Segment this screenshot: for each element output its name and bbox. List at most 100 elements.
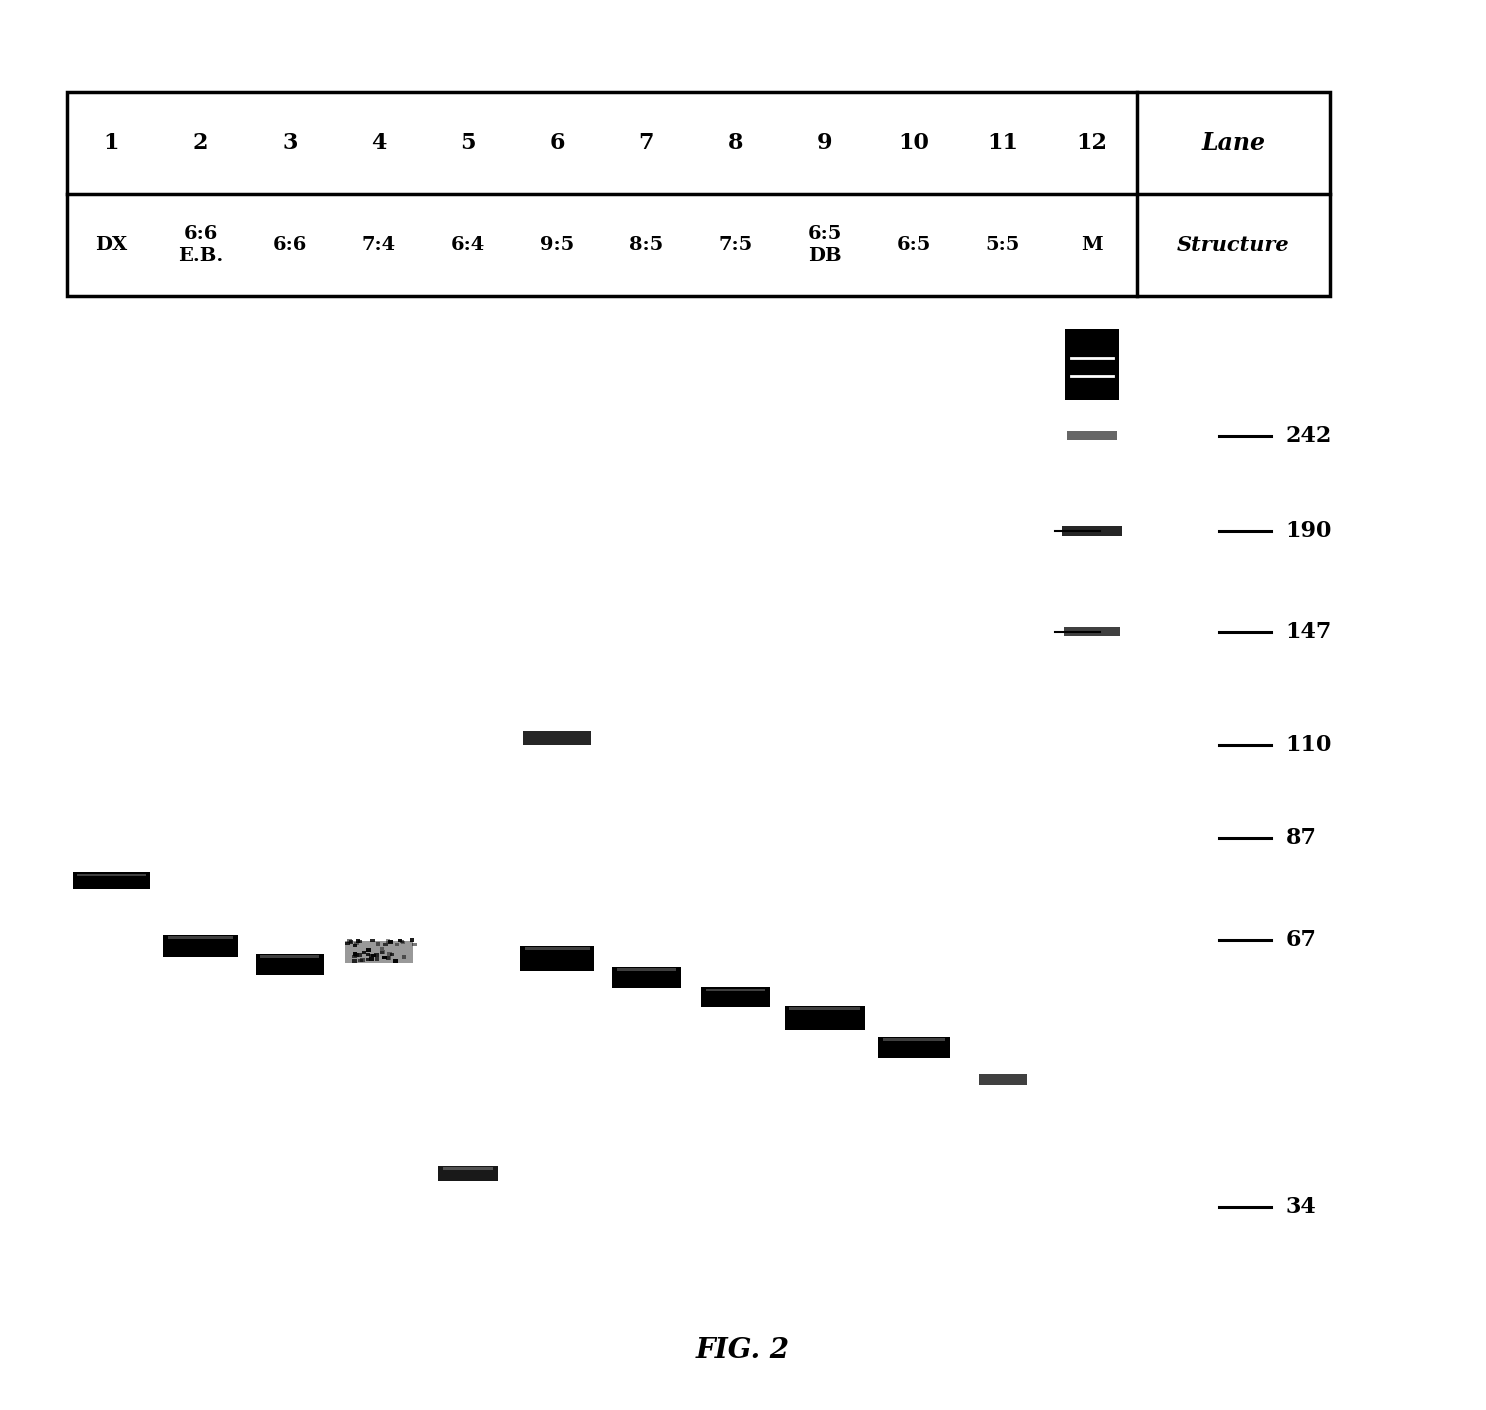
Bar <box>369 957 373 960</box>
Bar <box>443 1167 493 1170</box>
Bar <box>345 942 349 945</box>
Bar <box>379 950 383 955</box>
Text: 7:4: 7:4 <box>363 235 395 254</box>
Bar <box>366 953 370 956</box>
Bar <box>525 948 590 950</box>
Text: 6: 6 <box>550 131 565 154</box>
Bar <box>400 939 404 943</box>
Bar <box>67 92 1330 296</box>
Bar <box>389 953 394 956</box>
Text: 110: 110 <box>1285 735 1331 757</box>
Bar <box>388 940 392 943</box>
Bar <box>354 942 358 945</box>
Bar <box>345 940 413 963</box>
Bar <box>520 946 594 971</box>
Text: 6:5
DB: 6:5 DB <box>807 224 843 265</box>
Text: 2: 2 <box>193 131 208 154</box>
Text: 3: 3 <box>282 131 297 154</box>
Bar <box>372 953 376 957</box>
Text: 9: 9 <box>817 131 832 154</box>
Bar <box>374 957 379 960</box>
Text: 6:4: 6:4 <box>450 235 486 254</box>
Text: 242: 242 <box>1285 424 1331 447</box>
Text: 6:6: 6:6 <box>272 235 308 254</box>
Bar <box>355 939 360 942</box>
Bar <box>386 956 391 960</box>
Bar <box>1065 330 1119 400</box>
Text: 8: 8 <box>728 131 743 154</box>
Text: 5: 5 <box>461 131 476 154</box>
Bar <box>366 949 370 952</box>
Bar <box>789 1007 860 1010</box>
Bar <box>878 1036 950 1058</box>
Bar <box>168 936 233 939</box>
Bar <box>354 953 358 957</box>
Bar <box>380 950 385 953</box>
Bar <box>612 967 681 988</box>
Bar <box>361 950 366 955</box>
Bar <box>358 940 363 943</box>
Bar <box>380 946 385 950</box>
Bar <box>394 959 398 963</box>
Bar <box>401 940 406 945</box>
Bar <box>386 939 391 943</box>
Text: 4: 4 <box>372 131 386 154</box>
Text: Structure: Structure <box>1177 235 1290 255</box>
Bar <box>358 959 363 963</box>
Text: 190: 190 <box>1285 520 1331 541</box>
Bar <box>352 959 357 963</box>
Text: 1: 1 <box>104 131 119 154</box>
Text: 9:5: 9:5 <box>539 235 575 254</box>
Text: M: M <box>1082 235 1103 254</box>
Bar <box>1064 627 1120 636</box>
Text: Lane: Lane <box>1201 131 1266 155</box>
Bar <box>354 952 358 956</box>
Bar <box>523 732 591 746</box>
Bar <box>1062 526 1122 536</box>
Bar <box>376 942 380 946</box>
Bar <box>395 942 400 946</box>
Bar <box>354 943 358 948</box>
Text: 67: 67 <box>1285 929 1317 952</box>
Bar <box>361 959 366 962</box>
Bar <box>617 969 676 971</box>
Text: 5:5: 5:5 <box>985 235 1021 254</box>
Bar <box>383 942 388 946</box>
Bar <box>369 953 373 957</box>
Bar <box>163 935 238 957</box>
Bar <box>785 1005 865 1029</box>
Text: 10: 10 <box>899 131 929 154</box>
Bar <box>401 955 406 959</box>
Text: 8:5: 8:5 <box>629 235 664 254</box>
Text: DX: DX <box>95 235 128 254</box>
Bar <box>1067 431 1117 440</box>
Text: FIG. 2: FIG. 2 <box>695 1337 791 1365</box>
Bar <box>256 955 324 976</box>
Bar <box>706 988 765 991</box>
Text: 7:5: 7:5 <box>718 235 753 254</box>
Text: 12: 12 <box>1077 131 1107 154</box>
Bar <box>438 1166 498 1182</box>
Bar <box>73 873 150 890</box>
Bar <box>349 940 354 943</box>
Text: 34: 34 <box>1285 1196 1317 1218</box>
Bar <box>260 956 319 959</box>
Text: 147: 147 <box>1285 620 1331 643</box>
Text: 7: 7 <box>639 131 654 154</box>
Bar <box>352 955 357 959</box>
Bar <box>412 942 416 946</box>
Bar <box>366 957 370 962</box>
Bar <box>388 953 392 956</box>
Bar <box>348 939 352 943</box>
Bar <box>382 956 386 959</box>
Text: 6:5: 6:5 <box>896 235 932 254</box>
Bar <box>77 874 146 877</box>
Bar <box>398 939 403 942</box>
Bar <box>374 953 379 957</box>
Bar <box>701 987 770 1007</box>
Bar <box>883 1038 945 1041</box>
Bar <box>370 939 374 942</box>
Bar <box>386 956 391 960</box>
Bar <box>357 953 361 956</box>
Bar <box>388 940 392 943</box>
